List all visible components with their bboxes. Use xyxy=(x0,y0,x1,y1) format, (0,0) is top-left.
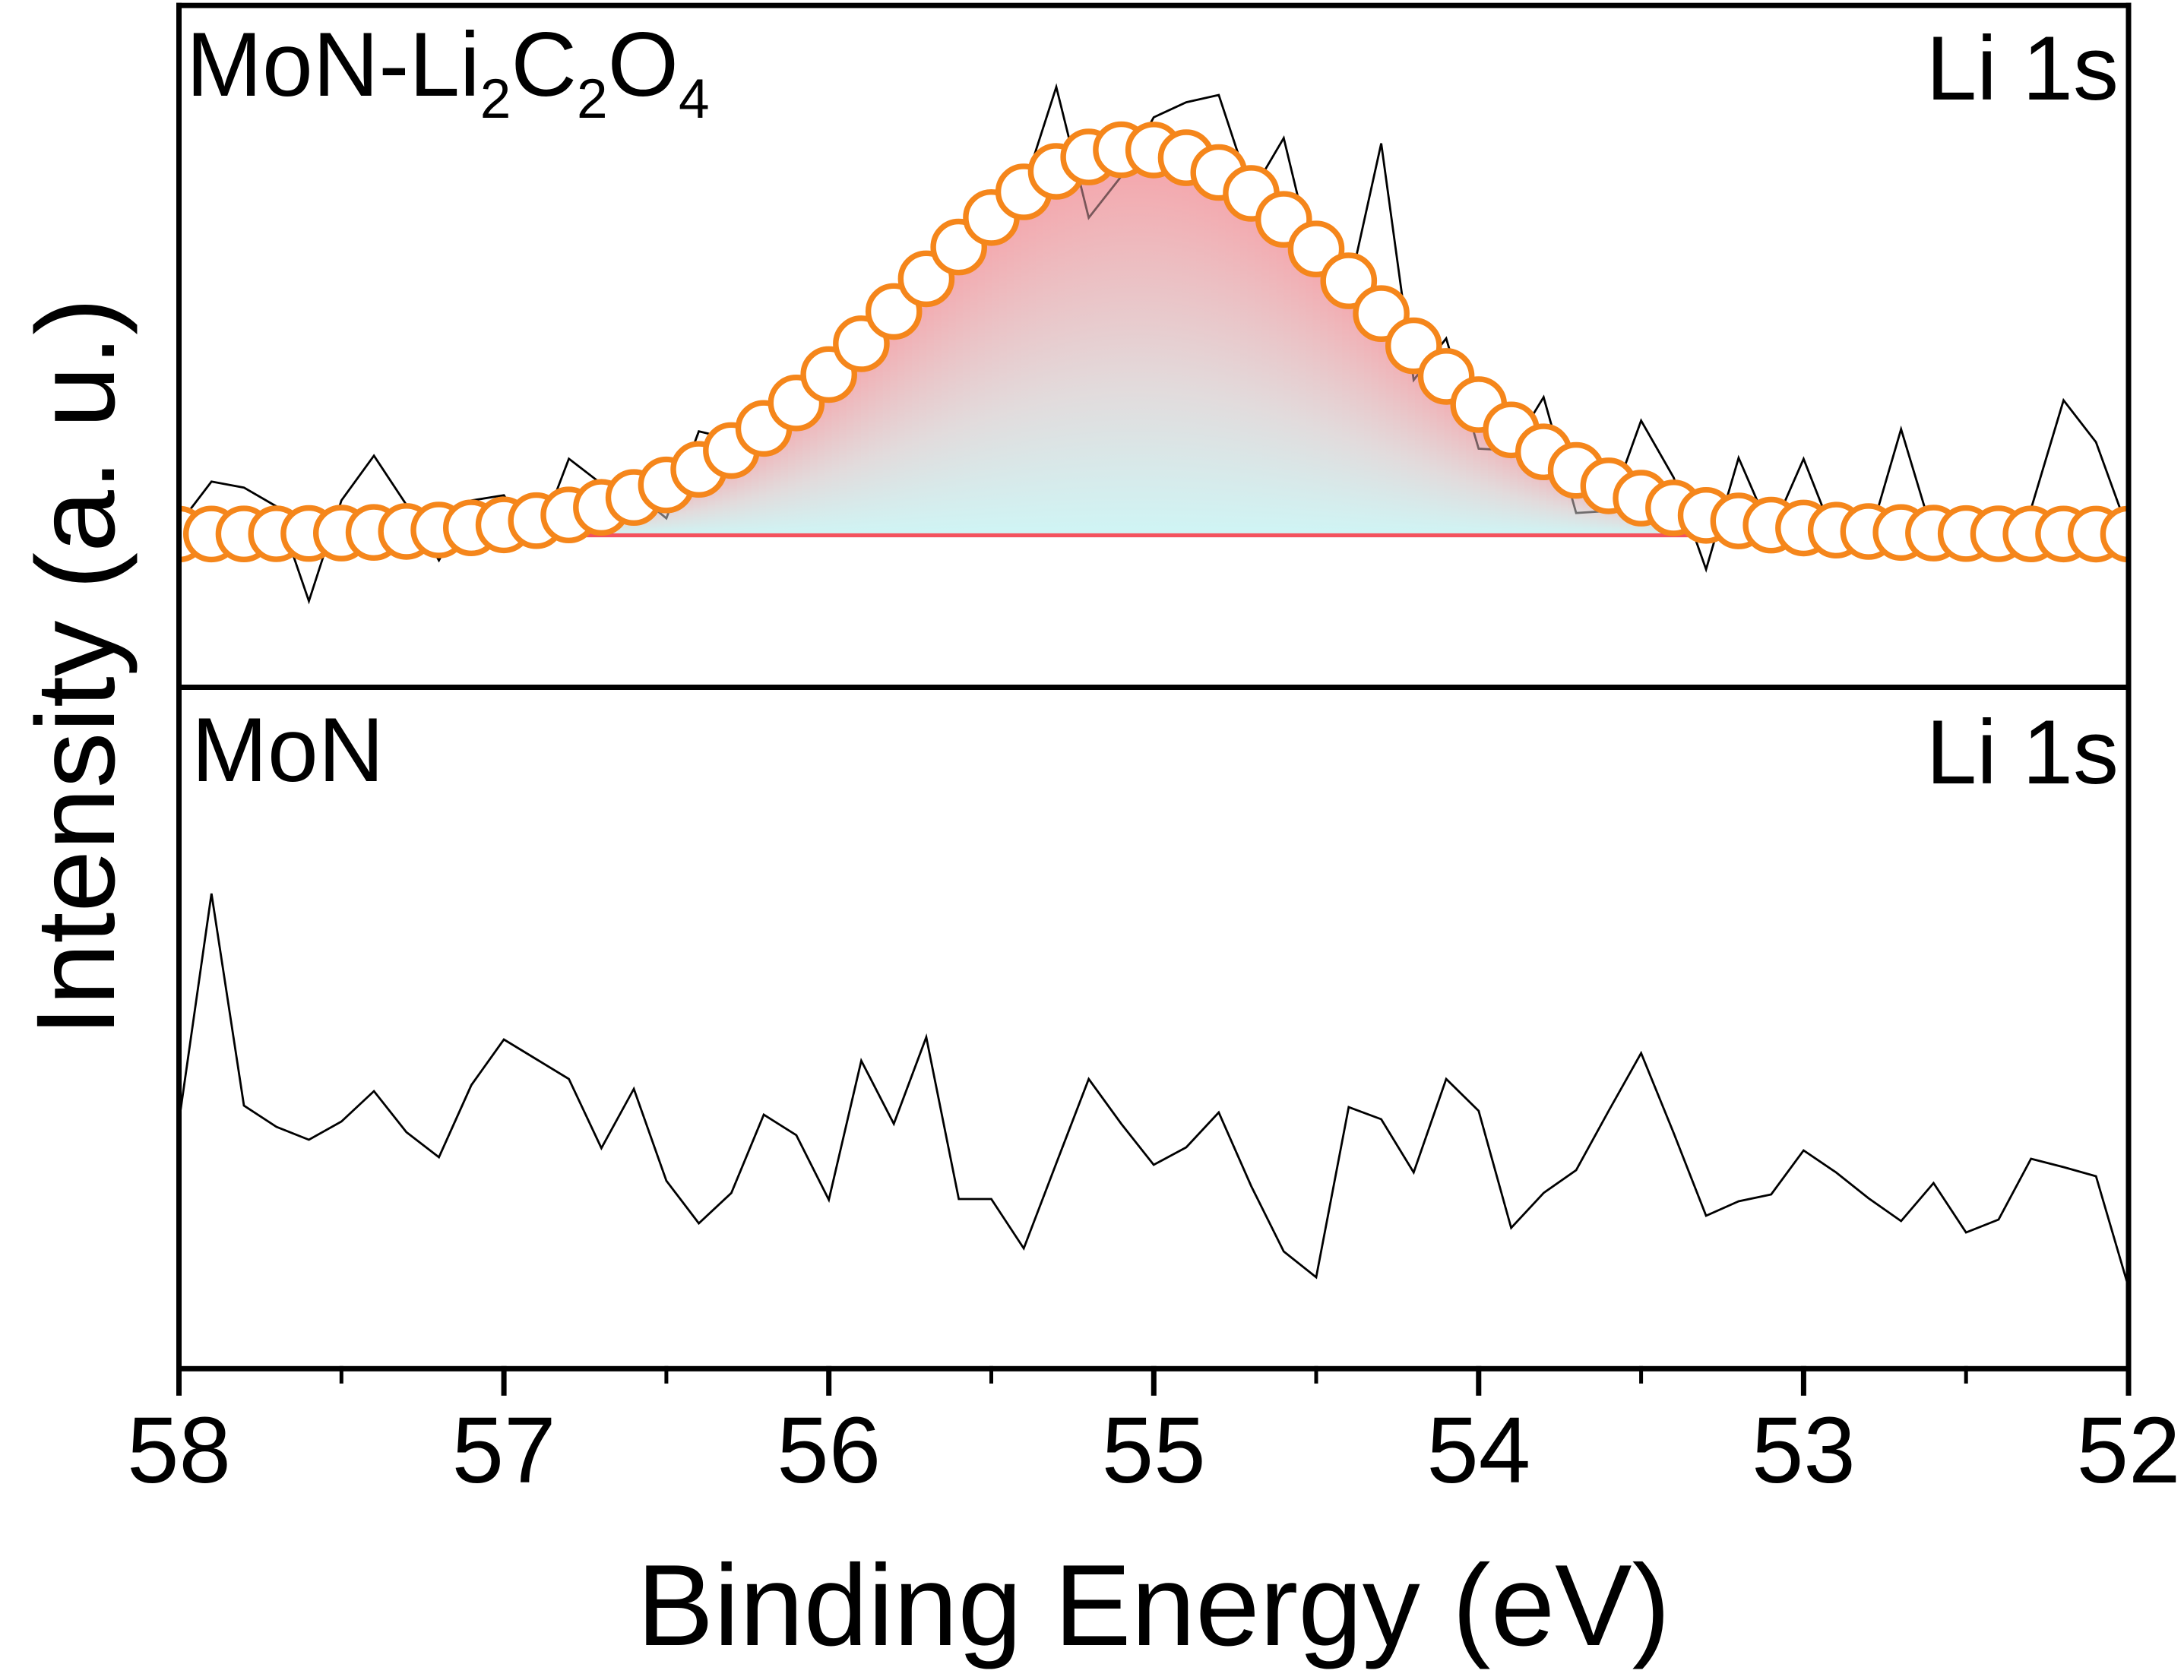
svg-text:53: 53 xyxy=(1752,1399,1856,1503)
svg-text:56: 56 xyxy=(777,1399,881,1503)
svg-text:58: 58 xyxy=(127,1399,231,1503)
svg-text:54: 54 xyxy=(1426,1399,1530,1503)
svg-text:Li 1s: Li 1s xyxy=(1926,701,2119,803)
svg-text:57: 57 xyxy=(452,1399,556,1503)
svg-text:55: 55 xyxy=(1102,1399,1206,1503)
svg-text:Binding Energy (eV): Binding Energy (eV) xyxy=(637,1541,1670,1670)
svg-text:52: 52 xyxy=(2077,1399,2181,1503)
svg-text:MoN-Li2C2O4: MoN-Li2C2O4 xyxy=(186,14,710,130)
svg-text:Li 1s: Li 1s xyxy=(1926,17,2119,119)
svg-text:Intensity (a. u.): Intensity (a. u.) xyxy=(14,298,138,1036)
svg-text:MoN: MoN xyxy=(191,699,384,801)
